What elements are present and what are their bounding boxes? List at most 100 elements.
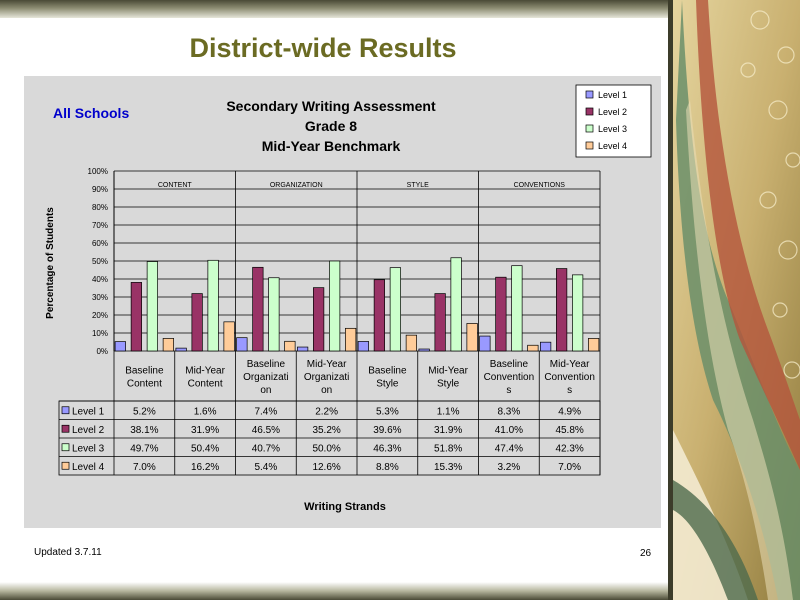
- bar: [466, 323, 478, 352]
- table-series-key: [61, 461, 70, 470]
- y-tick-label: 40%: [92, 275, 108, 284]
- legend-label: Level 4: [598, 141, 627, 151]
- bar: [527, 344, 539, 352]
- table-series-name: Level 4: [72, 462, 105, 473]
- data-label: 41.0%: [495, 425, 523, 436]
- bar: [162, 338, 174, 352]
- bar: [556, 268, 568, 352]
- data-label: 3.2%: [497, 462, 520, 473]
- bar: [373, 279, 385, 352]
- data-label: 8.3%: [497, 406, 520, 417]
- data-label: 1.6%: [194, 406, 217, 417]
- data-label: 1.1%: [437, 406, 460, 417]
- y-tick-label: 30%: [92, 293, 108, 302]
- bar: [329, 260, 341, 352]
- y-tick-label: 80%: [92, 203, 108, 212]
- data-label: 5.2%: [133, 406, 156, 417]
- category-label: Content: [127, 379, 162, 390]
- table-series-key: [61, 424, 70, 433]
- y-tick-label: 20%: [92, 311, 108, 320]
- y-axis-label: Percentage of Students: [45, 207, 56, 319]
- data-label: 49.7%: [130, 443, 158, 454]
- data-label: 7.0%: [133, 462, 156, 473]
- y-tick-label: 50%: [92, 257, 108, 266]
- bar: [418, 348, 430, 352]
- y-tick-label: 90%: [92, 185, 108, 194]
- decorative-side-panel: [668, 0, 800, 600]
- chart-subtitle: All Schools: [53, 105, 129, 121]
- bar: [572, 274, 584, 352]
- bar: [511, 265, 523, 352]
- data-label: 4.9%: [558, 406, 581, 417]
- page-number: 26: [640, 548, 652, 559]
- category-label: Baseline: [368, 366, 407, 377]
- top-decorative-bar: [0, 0, 668, 18]
- data-label: 47.4%: [495, 443, 523, 454]
- bar: [114, 341, 126, 352]
- bar: [357, 341, 369, 352]
- bar: [146, 261, 158, 352]
- data-label: 31.9%: [434, 425, 462, 436]
- category-label: Baseline: [247, 359, 286, 370]
- data-label: 5.4%: [254, 462, 277, 473]
- legend-label: Level 1: [598, 90, 627, 100]
- data-label: 39.6%: [373, 425, 401, 436]
- bar: [175, 347, 187, 352]
- data-label: 8.8%: [376, 462, 399, 473]
- legend-swatch: [585, 124, 594, 133]
- bar: [389, 267, 401, 352]
- bar: [252, 266, 264, 352]
- y-tick-label: 70%: [92, 221, 108, 230]
- category-label: Organizati: [304, 372, 350, 383]
- data-label: 50.0%: [312, 443, 340, 454]
- legend-label: Level 3: [598, 124, 627, 134]
- category-label: on: [260, 385, 271, 396]
- legend-label: Level 2: [598, 107, 627, 117]
- data-label: 46.3%: [373, 443, 401, 454]
- data-label: 46.5%: [252, 425, 280, 436]
- category-label: Convention: [544, 372, 595, 383]
- category-label: Mid-Year: [550, 359, 590, 370]
- bar: [191, 293, 203, 352]
- bar: [297, 346, 309, 352]
- group-label: CONTENT: [158, 182, 193, 189]
- data-label: 5.3%: [376, 406, 399, 417]
- bar: [236, 337, 248, 352]
- category-label: Style: [437, 379, 460, 390]
- chart-panel: All Schools Secondary Writing Assessment G…: [24, 76, 661, 528]
- updated-date: Updated 3.7.11: [34, 547, 102, 558]
- category-label: Mid-Year: [428, 366, 468, 377]
- category-label: Organizati: [243, 372, 289, 383]
- data-label: 51.8%: [434, 443, 462, 454]
- y-tick-label: 10%: [92, 329, 108, 338]
- data-label: 38.1%: [130, 425, 158, 436]
- table-series-key: [61, 406, 70, 415]
- chart-title-line: Secondary Writing Assessment: [226, 98, 436, 114]
- group-label: STYLE: [407, 182, 430, 189]
- category-label: Convention: [484, 372, 535, 383]
- bar: [588, 338, 600, 352]
- data-label: 50.4%: [191, 443, 219, 454]
- data-label: 42.3%: [555, 443, 583, 454]
- table-series-name: Level 2: [72, 425, 105, 436]
- chart-title-line: Mid-Year Benchmark: [262, 138, 401, 154]
- legend-swatch: [585, 107, 594, 116]
- data-label: 15.3%: [434, 462, 462, 473]
- bar: [540, 341, 552, 352]
- bar: [450, 257, 462, 352]
- category-label: Mid-Year: [185, 366, 225, 377]
- bar: [345, 327, 357, 352]
- bar: [284, 340, 296, 352]
- category-label: Style: [376, 379, 399, 390]
- table-series-key: [61, 443, 70, 452]
- x-axis-label: Writing Strands: [304, 501, 386, 513]
- bottom-decorative-bar: [0, 582, 668, 600]
- bar: [130, 282, 142, 352]
- category-label: Content: [188, 379, 223, 390]
- group-label: CONVENTIONS: [514, 182, 566, 189]
- category-label: s: [506, 385, 511, 396]
- legend-swatch: [585, 141, 594, 150]
- y-tick-label: 0%: [96, 347, 108, 356]
- legend-swatch: [585, 90, 594, 99]
- category-label: Baseline: [490, 359, 529, 370]
